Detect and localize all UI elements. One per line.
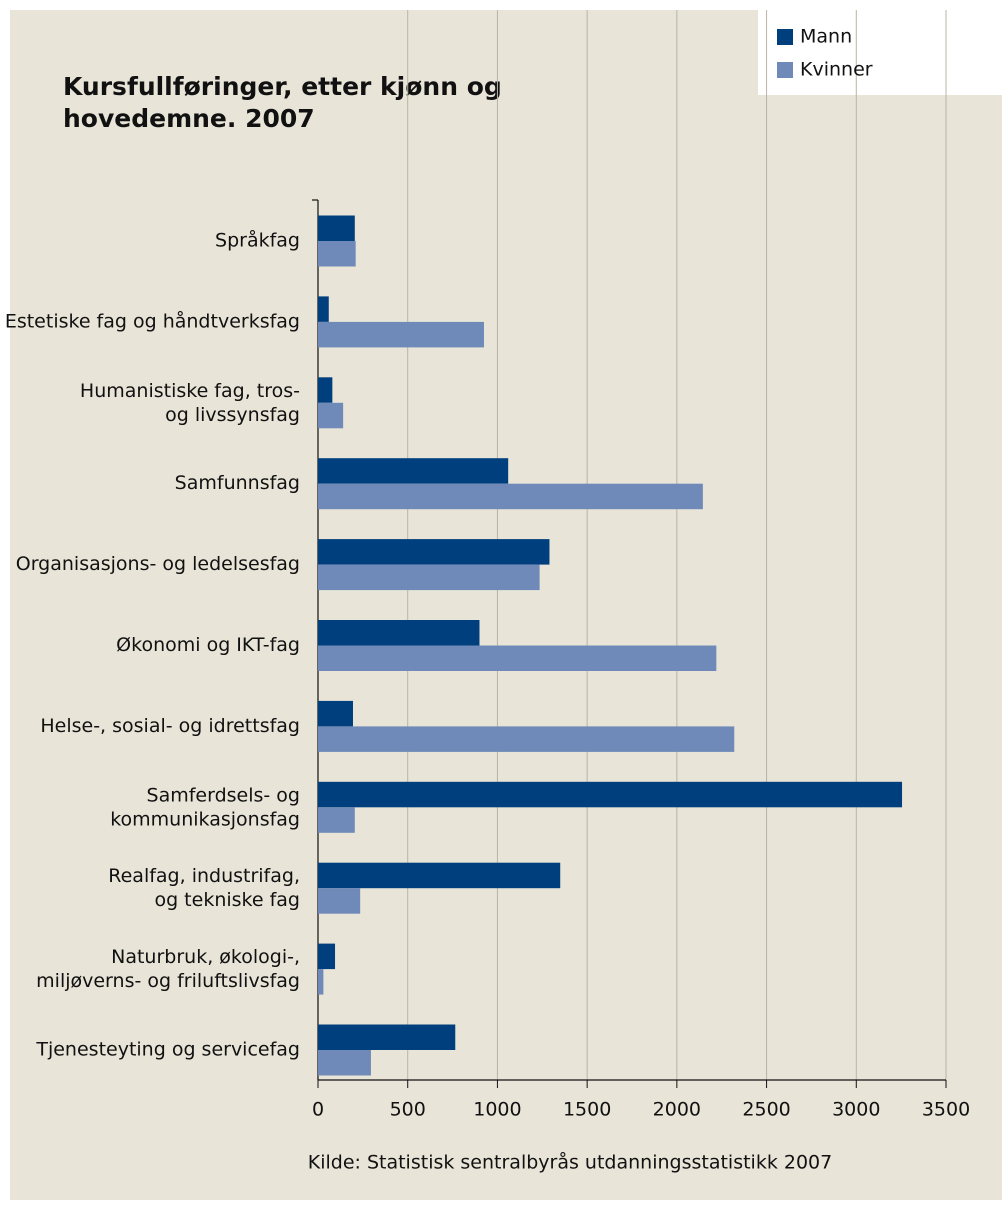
x-tick-label: 0 [312, 1099, 324, 1121]
x-tick-label: 3000 [832, 1099, 880, 1121]
legend-label: Kvinner [800, 59, 873, 81]
bar [318, 943, 336, 970]
bar [318, 888, 361, 914]
bar [318, 564, 540, 591]
bar [318, 807, 355, 833]
bar [318, 402, 344, 429]
y-tick-label: Naturbruk, økologi-, miljøverns- og frilu… [36, 946, 300, 992]
bar [318, 539, 550, 565]
x-tick-label: 500 [390, 1099, 426, 1121]
bar [318, 321, 484, 348]
bar [318, 620, 480, 646]
chart-background [10, 10, 1002, 1200]
y-tick-label: Tjenesteyting og servicefag [35, 1039, 300, 1061]
bar [318, 458, 509, 484]
legend-swatch [777, 62, 793, 78]
y-tick-label: Språkfag [215, 229, 300, 252]
y-tick-label: Estetiske fag og håndtverksfag [5, 309, 300, 332]
legend-swatch [777, 29, 793, 45]
y-tick-label: Samferdsels- og kommunikasjonsfag [110, 784, 300, 830]
x-tick-label: 1500 [563, 1099, 611, 1121]
x-tick-label: 3500 [922, 1099, 970, 1121]
bar [318, 1024, 456, 1050]
x-tick-label: 1000 [473, 1099, 521, 1121]
y-tick-label: Økonomi og IKT-fag [116, 634, 300, 656]
y-tick-label: Helse-, sosial- og idrettsfag [40, 715, 300, 737]
legend-box [758, 0, 1002, 95]
source-note: Kilde: Statistisk sentralbyrås utdanning… [308, 1151, 832, 1174]
bar [318, 645, 717, 671]
bar [318, 700, 353, 727]
bar [318, 726, 735, 752]
bar [318, 862, 561, 889]
bar [318, 215, 355, 241]
x-tick-label: 2000 [653, 1099, 701, 1121]
bar [318, 781, 903, 808]
bar [318, 483, 703, 510]
bar [318, 377, 333, 403]
x-tick-label: 2500 [742, 1099, 790, 1121]
y-tick-label: Organisasjons- og ledelsesfag [16, 553, 300, 575]
bar [318, 241, 356, 267]
y-tick-label: Humanistiske fag, tros-og livssynsfag [80, 379, 300, 425]
chart-title: Kursfullføringer, etter kjønn og hovedemn… [63, 72, 502, 133]
bar [318, 296, 329, 322]
bar [318, 1050, 371, 1076]
y-tick-label: Samfunnsfag [175, 472, 300, 494]
bar [318, 969, 324, 995]
legend-label: Mann [800, 26, 852, 48]
y-tick-label: Realfag, industrifag, og tekniske fag [108, 865, 300, 911]
